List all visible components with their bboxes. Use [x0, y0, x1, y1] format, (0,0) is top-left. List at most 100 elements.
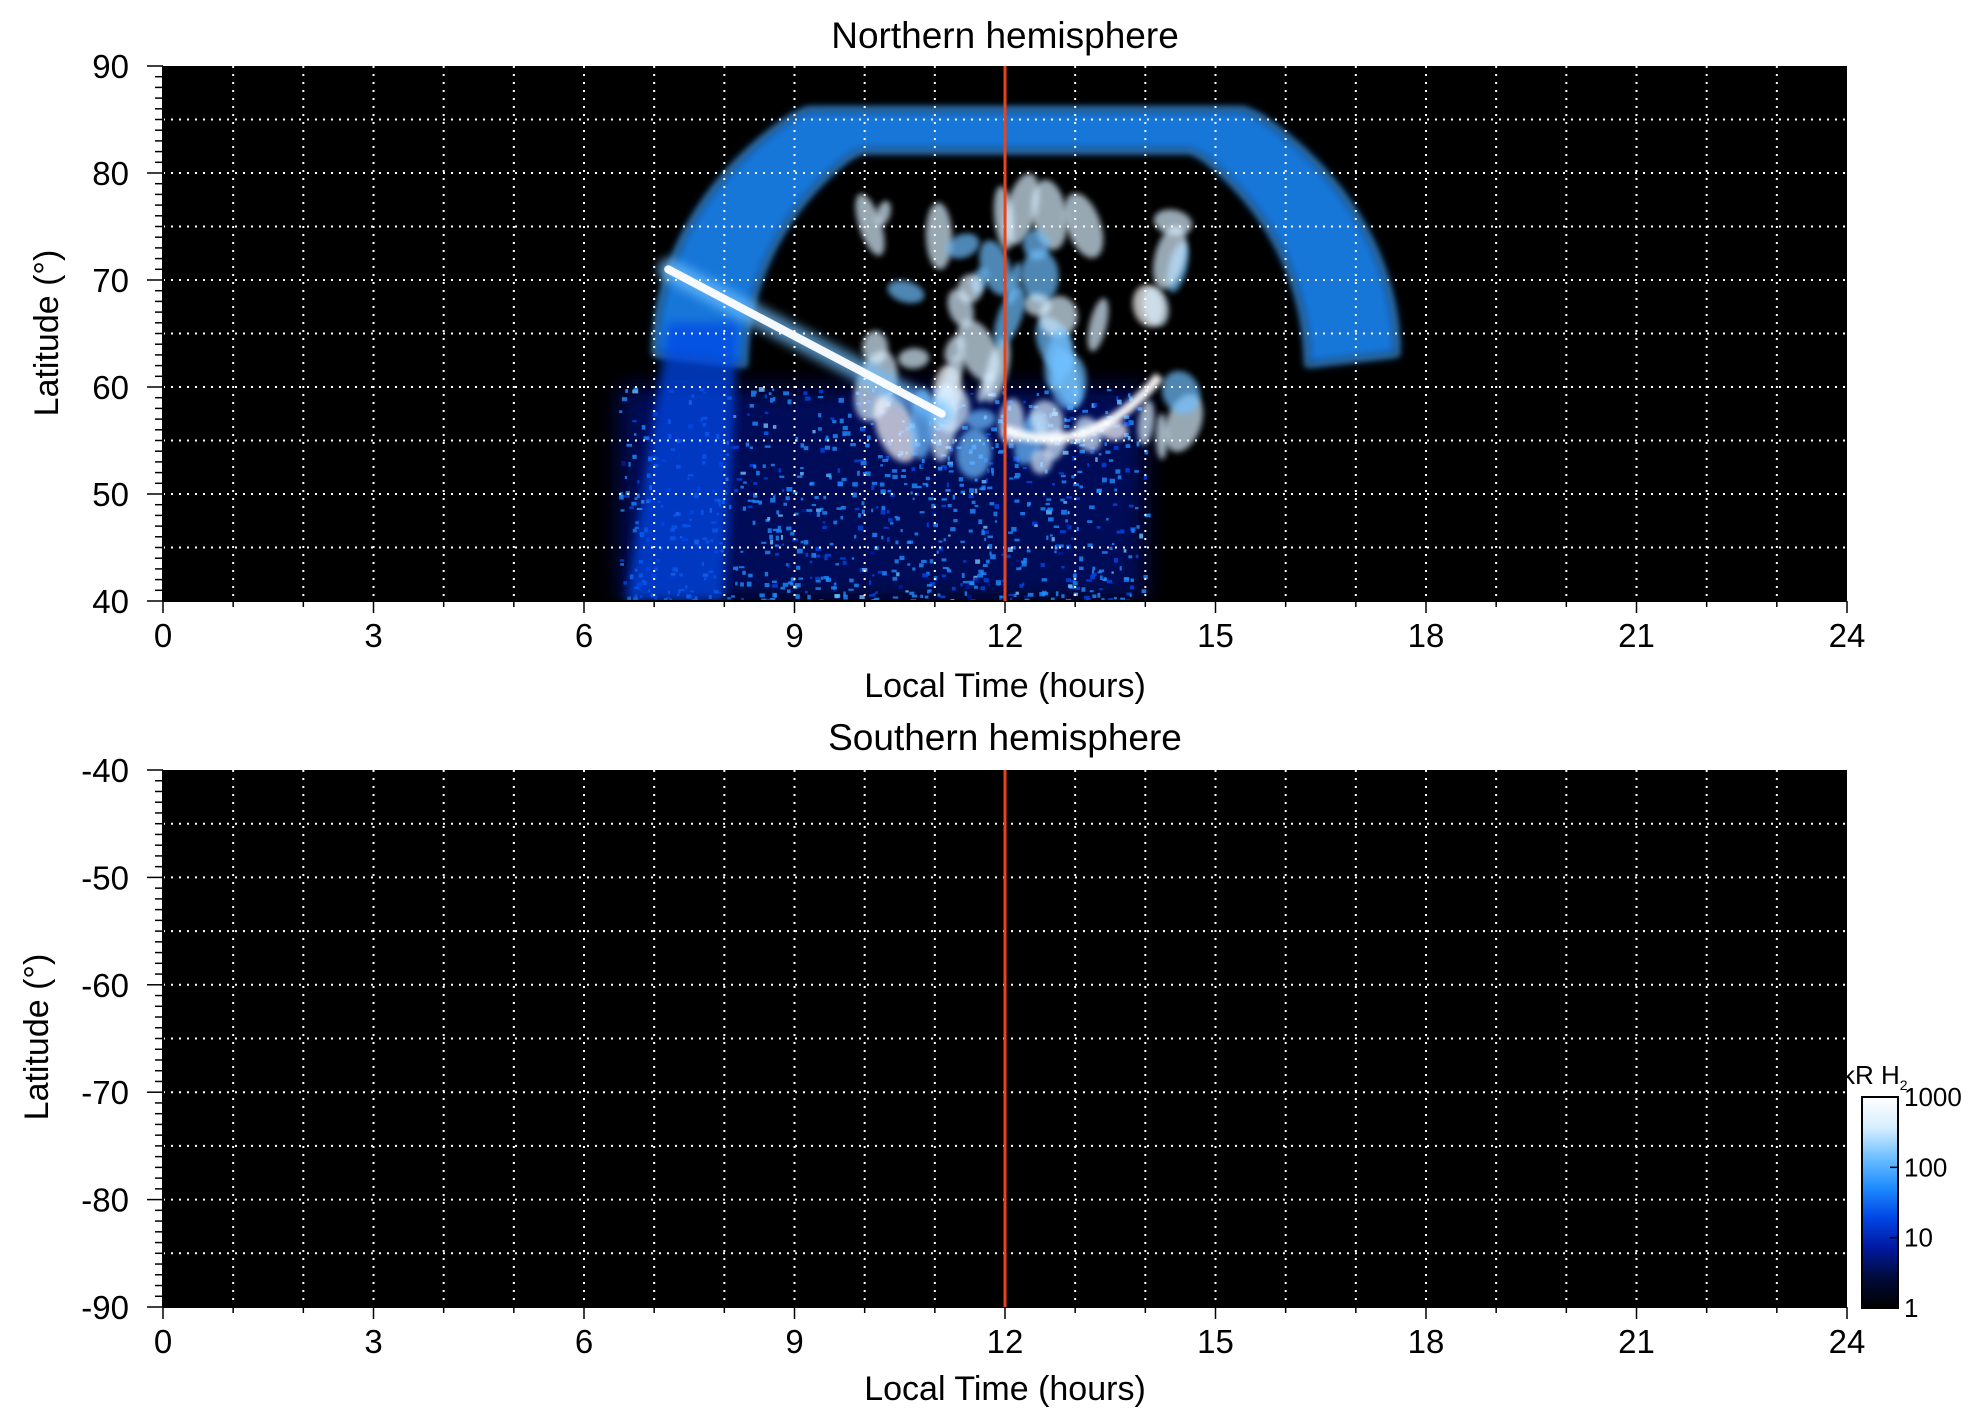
diffuse-speck	[854, 459, 859, 463]
colorbar-bar	[1861, 1096, 1899, 1309]
x-tick-label: 12	[987, 617, 1024, 654]
diffuse-speck	[1061, 566, 1065, 569]
x-tick-label: 0	[154, 617, 172, 654]
diffuse-speck	[952, 494, 956, 500]
south-xlabel: Local Time (hours)	[864, 1370, 1146, 1408]
diffuse-speck	[771, 493, 775, 496]
colorbar-tick-label: 100	[1904, 1152, 1947, 1182]
diffuse-speck	[765, 550, 771, 555]
diffuse-speck	[1120, 529, 1125, 534]
diffuse-speck	[733, 488, 739, 493]
diffuse-speck	[792, 491, 798, 494]
y-tick-label: -70	[81, 1074, 129, 1111]
diffuse-speck	[1058, 551, 1064, 555]
diffuse-speck	[861, 509, 865, 515]
diffuse-speck	[1013, 593, 1017, 598]
diffuse-speck	[798, 577, 804, 580]
diffuse-speck	[795, 594, 800, 599]
diffuse-speck	[1002, 579, 1005, 582]
diffuse-speck	[1084, 595, 1090, 600]
diffuse-speck	[785, 496, 790, 501]
diffuse-speck	[849, 578, 854, 583]
diffuse-speck	[1128, 420, 1134, 426]
diffuse-speck	[947, 569, 952, 573]
diffuse-speck	[922, 573, 928, 578]
diffuse-speck	[743, 481, 747, 484]
diffuse-speck	[1023, 557, 1027, 563]
diffuse-speck	[877, 570, 883, 574]
diffuse-speck	[1090, 574, 1096, 580]
diffuse-speck	[894, 559, 899, 564]
dawn-streak-core	[664, 265, 946, 418]
diffuse-speck	[634, 526, 639, 530]
diffuse-speck	[833, 520, 838, 525]
x-tick-label: 0	[154, 1323, 172, 1360]
diffuse-speck	[1078, 566, 1084, 570]
colorbar-tick-label: 10	[1904, 1223, 1933, 1253]
diffuse-speck	[864, 471, 871, 476]
diffuse-speck	[857, 525, 864, 531]
diffuse-speck	[1124, 415, 1130, 419]
emission-patch	[956, 319, 1000, 382]
diffuse-speck	[749, 446, 753, 450]
diffuse-speck	[729, 504, 732, 510]
diffuse-speck	[786, 526, 792, 531]
diffuse-speck	[953, 508, 958, 512]
diffuse-speck	[1124, 577, 1130, 580]
emission-patch	[855, 193, 885, 256]
diffuse-speck	[1087, 543, 1093, 547]
diffuse-speck	[858, 459, 864, 462]
diffuse-speck	[1020, 511, 1025, 516]
diffuse-speck	[895, 516, 900, 521]
diffuse-speck	[852, 482, 858, 487]
x-tick-label: 15	[1197, 617, 1234, 654]
post-noon-bright-arc	[1003, 373, 1164, 444]
diffuse-speck	[872, 574, 875, 577]
colorbar-tick-label: 1	[1904, 1293, 1918, 1323]
diffuse-speck	[1124, 422, 1130, 427]
diffuse-speck	[987, 468, 990, 474]
diffuse-speck	[623, 581, 627, 585]
diffuse-speck	[958, 477, 964, 482]
diffuse-speck	[974, 577, 980, 583]
diffuse-speck	[931, 503, 936, 509]
diffuse-speck	[905, 590, 909, 593]
diffuse-speck	[1058, 472, 1065, 475]
diffuse-speck	[1101, 598, 1105, 601]
diffuse-speck	[1013, 546, 1016, 550]
diffuse-speck	[808, 511, 812, 516]
diffuse-speck	[933, 523, 938, 527]
diffuse-speck	[907, 563, 911, 566]
diffuse-speck	[1127, 393, 1131, 398]
diffuse-speck	[1120, 597, 1126, 600]
diffuse-speck	[1066, 496, 1073, 499]
diffuse-speck	[759, 593, 765, 598]
diffuse-speck	[927, 589, 930, 594]
diffuse-speck	[977, 574, 984, 578]
diffuse-speck	[1106, 579, 1113, 584]
diffuse-speck	[1032, 521, 1038, 526]
diffuse-speck	[740, 582, 744, 587]
diffuse-speck	[854, 507, 860, 511]
diffuse-speck	[948, 463, 953, 468]
diffuse-speck	[1069, 416, 1075, 421]
diffuse-speck	[872, 593, 876, 597]
diffuse-speck	[892, 474, 898, 480]
diffuse-speck	[981, 485, 986, 491]
diffuse-speck	[953, 518, 958, 523]
diffuse-speck	[881, 535, 884, 540]
diffuse-speck	[1005, 554, 1011, 558]
diffuse-speck	[1086, 579, 1092, 582]
diffuse-speck	[959, 483, 964, 487]
diffuse-speck	[1108, 598, 1114, 601]
diffuse-speck	[911, 594, 918, 598]
diffuse-speck	[916, 485, 922, 489]
y-tick-label: 60	[92, 369, 129, 406]
diffuse-speck	[1113, 557, 1119, 563]
diffuse-speck	[822, 511, 828, 515]
diffuse-speck	[1014, 499, 1020, 503]
emission-patch	[947, 289, 974, 327]
diffuse-speck	[872, 532, 878, 538]
diffuse-speck	[800, 467, 804, 470]
diffuse-speck	[1101, 462, 1107, 468]
